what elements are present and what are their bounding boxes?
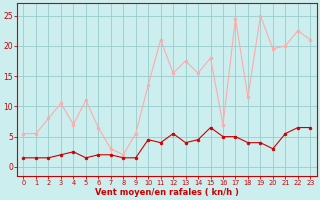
X-axis label: Vent moyen/en rafales ( kn/h ): Vent moyen/en rafales ( kn/h ) [95, 188, 239, 197]
